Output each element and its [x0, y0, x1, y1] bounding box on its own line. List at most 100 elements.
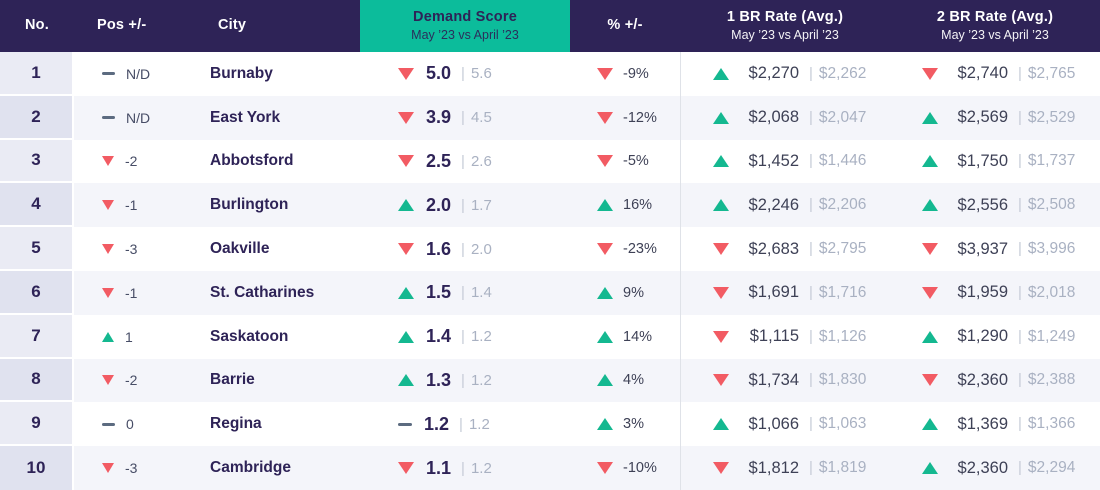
demand-score-previous: 1.2 [468, 415, 490, 433]
previous-value-group: | $2,795 [809, 240, 866, 258]
two-br-rate-previous: $1,249 [1027, 327, 1076, 345]
one-br-rate-previous: $1,063 [818, 415, 867, 433]
up-indicator-icon [713, 111, 729, 124]
up-indicator-icon [398, 374, 414, 387]
down-indicator-icon [713, 374, 729, 387]
position-change-value: N/D [126, 65, 151, 82]
demand-score-previous: 1.4 [470, 284, 492, 302]
column-label: % +/- [607, 17, 643, 34]
column-header-1br-rate: 1 BR Rate (Avg.) May ’23 vs April ’23 [680, 0, 890, 52]
up-indicator-icon [398, 330, 414, 343]
position-change-value: -3 [125, 241, 138, 258]
value-separator: | [809, 240, 813, 258]
one-br-rate-previous: $1,716 [818, 283, 867, 301]
value-separator: | [809, 371, 813, 389]
one-br-rate-previous: $2,047 [818, 108, 867, 126]
two-br-rate-cell: $1,959 | $2,018 [890, 271, 1100, 315]
demand-score-cell: 1.3 | 1.2 [360, 359, 570, 403]
percent-change-cell: 4% [570, 359, 680, 403]
previous-value-group: | $1,830 [809, 371, 866, 389]
two-br-rate-cell: $2,360 | $2,388 [890, 359, 1100, 403]
column-sublabel: May ’23 vs April ’23 [411, 27, 519, 42]
previous-value-group: | $2,047 [809, 109, 866, 127]
city-cell: East York [204, 96, 360, 140]
value-separator: | [1018, 152, 1022, 170]
two-br-rate-cell: $2,556 | $2,508 [890, 183, 1100, 227]
value-separator: | [461, 240, 465, 258]
one-br-rate-current: $2,068 [748, 108, 799, 127]
two-br-rate-previous: $2,388 [1027, 371, 1076, 389]
up-indicator-icon [713, 67, 729, 80]
value-separator: | [1018, 459, 1022, 477]
down-indicator-icon [597, 462, 613, 475]
two-br-rate-current: $1,290 [957, 327, 1008, 346]
down-indicator-icon [398, 67, 414, 80]
two-br-rate-cell: $1,369 | $1,366 [890, 402, 1100, 446]
city-cell: Oakville [204, 227, 360, 271]
city-cell: Abbotsford [204, 140, 360, 184]
table-header: No. Pos +/- City Demand Score May ’23 vs… [0, 0, 1100, 52]
two-br-rate-current: $2,360 [957, 370, 1008, 389]
value-separator: | [1018, 108, 1022, 126]
value-separator: | [809, 108, 813, 126]
column-label: City [218, 17, 247, 34]
percent-change-value: 16% [623, 197, 653, 214]
position-change-cell: 0 [74, 402, 204, 446]
two-br-rate-current: $1,750 [957, 151, 1008, 170]
demand-score-current: 1.1 [426, 457, 452, 478]
one-br-rate-current: $1,734 [748, 370, 799, 389]
two-br-rate-previous: $2,508 [1027, 196, 1076, 214]
value-separator: | [1018, 415, 1022, 433]
two-br-rate-previous: $1,737 [1027, 152, 1076, 170]
down-indicator-icon [102, 200, 114, 211]
up-indicator-icon [398, 286, 414, 299]
one-br-rate-current: $2,683 [748, 239, 799, 258]
previous-value-group: | 4.5 [461, 109, 492, 126]
down-indicator-icon [398, 111, 414, 124]
city-cell: Saskatoon [204, 315, 360, 359]
previous-value-group: | $2,294 [1018, 459, 1075, 477]
previous-value-group: | $2,262 [809, 65, 866, 83]
rank-cell: 3 [0, 139, 74, 184]
table-body: 1 N/D Burnaby 5.0 | 5.6 -9% $2,270 | $2 [0, 52, 1100, 490]
flat-indicator-icon [102, 422, 115, 426]
percent-change-value: -10% [623, 460, 657, 477]
up-indicator-icon [713, 155, 729, 168]
value-separator: | [461, 371, 465, 389]
up-indicator-icon [922, 462, 938, 475]
city-cell: Barrie [204, 359, 360, 403]
rank-value: 8 [31, 369, 41, 389]
position-change-cell: -2 [74, 140, 204, 184]
one-br-rate-cell: $1,115 | $1,126 [680, 314, 890, 359]
rank-cell: 8 [0, 358, 74, 403]
percent-change-value: -12% [623, 109, 657, 126]
value-separator: | [809, 196, 813, 214]
city-name: St. Catharines [210, 283, 315, 301]
position-change-cell: 1 [74, 315, 204, 359]
demand-score-previous: 5.6 [470, 65, 492, 83]
demand-score-current: 1.3 [426, 369, 452, 390]
position-change-cell: -1 [74, 271, 204, 315]
percent-change-value: -9% [623, 65, 649, 82]
down-indicator-icon [713, 462, 729, 475]
two-br-rate-cell: $1,290 | $1,249 [890, 315, 1100, 359]
column-header-demand-score: Demand Score May ’23 vs April ’23 [360, 0, 570, 52]
position-change-cell: N/D [74, 96, 204, 140]
up-indicator-icon [597, 374, 613, 387]
rank-cell: 2 [0, 95, 74, 140]
up-indicator-icon [922, 155, 938, 168]
rank-value: 9 [31, 413, 41, 433]
column-header-pos-change: Pos +/- [74, 0, 204, 52]
rank-value: 1 [31, 62, 41, 82]
two-br-rate-cell: $2,569 | $2,529 [890, 96, 1100, 140]
city-name: East York [210, 108, 281, 126]
demand-score-cell: 1.2 | 1.2 [360, 402, 570, 446]
value-separator: | [461, 459, 465, 477]
position-change-value: -1 [125, 284, 138, 301]
down-indicator-icon [597, 243, 613, 256]
position-change-cell: -3 [74, 446, 204, 490]
previous-value-group: | $3,996 [1018, 240, 1075, 258]
city-name: Burlington [210, 196, 289, 214]
one-br-rate-previous: $1,819 [818, 459, 867, 477]
position-change-value: 1 [125, 328, 133, 345]
